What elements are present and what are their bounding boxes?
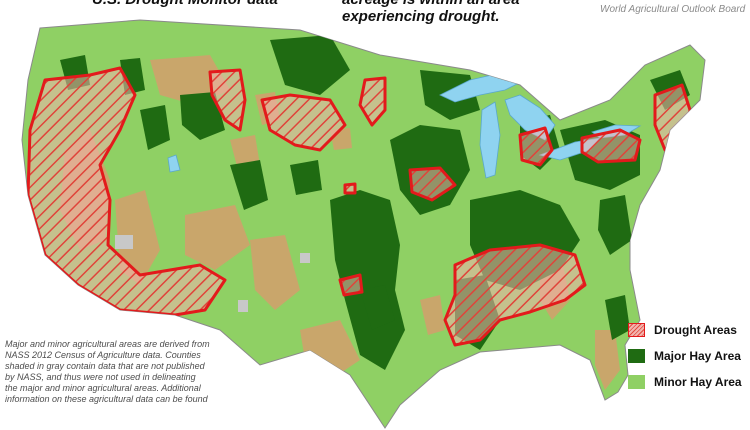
header-drought-line-1: acreage is within an area	[342, 0, 520, 8]
legend-label-drought: Drought Areas	[654, 323, 737, 337]
header-drought-note: acreage is within an area experiencing d…	[342, 0, 572, 25]
footnote: Major and minor agricultural areas are d…	[5, 339, 285, 405]
footnote-line: by NASS, and thus were not used in delin…	[5, 372, 196, 382]
footnote-line: Major and minor agricultural areas are d…	[5, 339, 210, 349]
drought-areas	[26, 66, 692, 347]
header-data-source: U.S. Drought Monitor data	[92, 0, 278, 8]
legend-item-major-hay: Major Hay Area	[628, 348, 748, 364]
legend: Drought Areas Major Hay Area Minor Hay A…	[628, 322, 748, 400]
footnote-line: the major and minor agricultural areas. …	[5, 383, 201, 393]
minor-hay-swatch-icon	[628, 375, 645, 389]
legend-item-drought: Drought Areas	[628, 322, 748, 338]
drought-swatch-icon	[628, 323, 645, 337]
footnote-line: shaded in gray contain data that are not…	[5, 361, 205, 371]
footnote-line: information on these agricultural data c…	[5, 394, 208, 404]
header-drought-line-2: experiencing drought.	[342, 8, 500, 25]
legend-label-major-hay: Major Hay Area	[654, 349, 741, 363]
legend-label-minor-hay: Minor Hay Area	[654, 375, 742, 389]
legend-item-minor-hay: Minor Hay Area	[628, 374, 748, 390]
footnote-line: NASS 2012 Census of Agriculture data. Co…	[5, 350, 201, 360]
board-credit: World Agricultural Outlook Board	[600, 4, 746, 15]
major-hay-swatch-icon	[628, 349, 645, 363]
